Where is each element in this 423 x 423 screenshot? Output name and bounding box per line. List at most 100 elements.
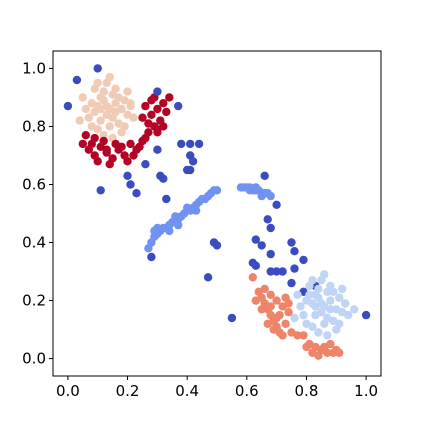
scatter-point (287, 238, 296, 247)
scatter-point (162, 194, 171, 204)
scatter-point (99, 131, 108, 140)
y-tick-label: 0.4 (22, 234, 46, 252)
scatter-point (72, 75, 82, 85)
scatter-point (135, 142, 144, 151)
scatter-point (96, 186, 105, 195)
scatter-point (296, 302, 305, 311)
scatter-point (123, 171, 132, 180)
scatter-point (183, 203, 192, 212)
scatter-point (299, 310, 308, 320)
scatter-point (293, 290, 302, 299)
axes (52, 50, 382, 377)
scatter-point (287, 278, 296, 288)
scatter-point (153, 145, 162, 154)
scatter-point (159, 174, 168, 183)
scatter-point (344, 310, 353, 320)
scatter-point (81, 104, 91, 114)
scatter-point (147, 110, 156, 120)
scatter-point (99, 136, 108, 146)
scatter-point (290, 313, 299, 323)
scatter-point (281, 319, 290, 328)
scatter-point (266, 223, 275, 233)
scatter-point (120, 122, 129, 131)
scatter-point (290, 247, 299, 256)
y-tick-label: 0.8 (22, 117, 46, 135)
scatter-point (96, 104, 105, 114)
scatter-point (251, 296, 260, 305)
scatter-point (78, 93, 88, 102)
scatter-point (126, 99, 135, 108)
scatter-point (290, 264, 299, 273)
scatter-point (326, 305, 335, 314)
scatter-point (87, 122, 97, 131)
scatter-points (63, 64, 371, 360)
scatter-point (266, 249, 275, 259)
scatter-point (272, 296, 281, 305)
scatter-point (108, 90, 117, 99)
x-tick-label: 0.6 (235, 382, 259, 400)
scatter-point (299, 255, 308, 265)
scatter-point (227, 313, 237, 323)
scatter-point (323, 331, 332, 340)
scatter-point (350, 305, 359, 314)
y-axis-ticks: 0.0 0.2 0.4 0.6 0.8 1.0 (22, 59, 53, 368)
scatter-point (326, 339, 335, 349)
scatter-point (96, 93, 105, 102)
scatter-point (269, 325, 278, 334)
scatter-point (153, 128, 162, 137)
scatter-point (105, 72, 114, 82)
scatter-point (257, 241, 266, 250)
scatter-point (361, 310, 371, 320)
scatter-point (266, 191, 275, 201)
scatter-point (335, 319, 344, 328)
scatter-point (266, 302, 275, 311)
scatter-point (186, 165, 195, 175)
scatter-point (87, 139, 97, 149)
scatter-point (141, 160, 150, 169)
scatter-point (153, 104, 162, 114)
scatter-point (308, 348, 317, 357)
scatter-point (272, 267, 281, 276)
scatter-point (165, 226, 174, 236)
scatter-point (266, 290, 275, 299)
scatter-point (186, 139, 195, 149)
scatter-point (75, 116, 85, 125)
scatter-point (123, 157, 132, 166)
scatter-point (212, 186, 222, 195)
scatter-point (153, 223, 162, 233)
scatter-point (141, 101, 150, 111)
x-tick-label: 0.8 (295, 382, 319, 400)
scatter-point (335, 293, 344, 302)
scatter-point (126, 139, 135, 149)
scatter-point (117, 142, 126, 151)
scatter-point (314, 328, 323, 337)
x-axis-ticks: 0.0 0.2 0.4 0.6 0.8 1.0 (56, 376, 378, 400)
scatter-point (251, 235, 260, 244)
scatter-point (257, 305, 266, 314)
scatter-point (257, 191, 266, 201)
scatter-point (174, 220, 183, 230)
scatter-point (293, 331, 302, 340)
scatter-point (126, 180, 135, 189)
scatter-point (302, 296, 311, 305)
scatter-point (144, 244, 153, 253)
x-tick-label: 0.4 (175, 382, 199, 400)
scatter-point (311, 302, 320, 311)
scatter-point (81, 131, 91, 140)
scatter-point (162, 107, 171, 117)
scatter-point (138, 113, 147, 122)
scatter-point (200, 194, 210, 204)
scatter-point (147, 252, 156, 262)
scatter-point (188, 157, 198, 166)
scatter-point (191, 206, 201, 215)
x-tick-label: 1.0 (354, 382, 378, 400)
scatter-point (326, 296, 335, 305)
scatter-point (87, 99, 97, 108)
plot-frame (52, 50, 382, 377)
scatter-point (194, 139, 204, 149)
scatter-point (93, 157, 102, 166)
scatter-point (203, 273, 213, 282)
y-tick-label: 0.6 (22, 175, 46, 193)
scatter-point (278, 267, 287, 276)
scatter-point (212, 241, 222, 250)
